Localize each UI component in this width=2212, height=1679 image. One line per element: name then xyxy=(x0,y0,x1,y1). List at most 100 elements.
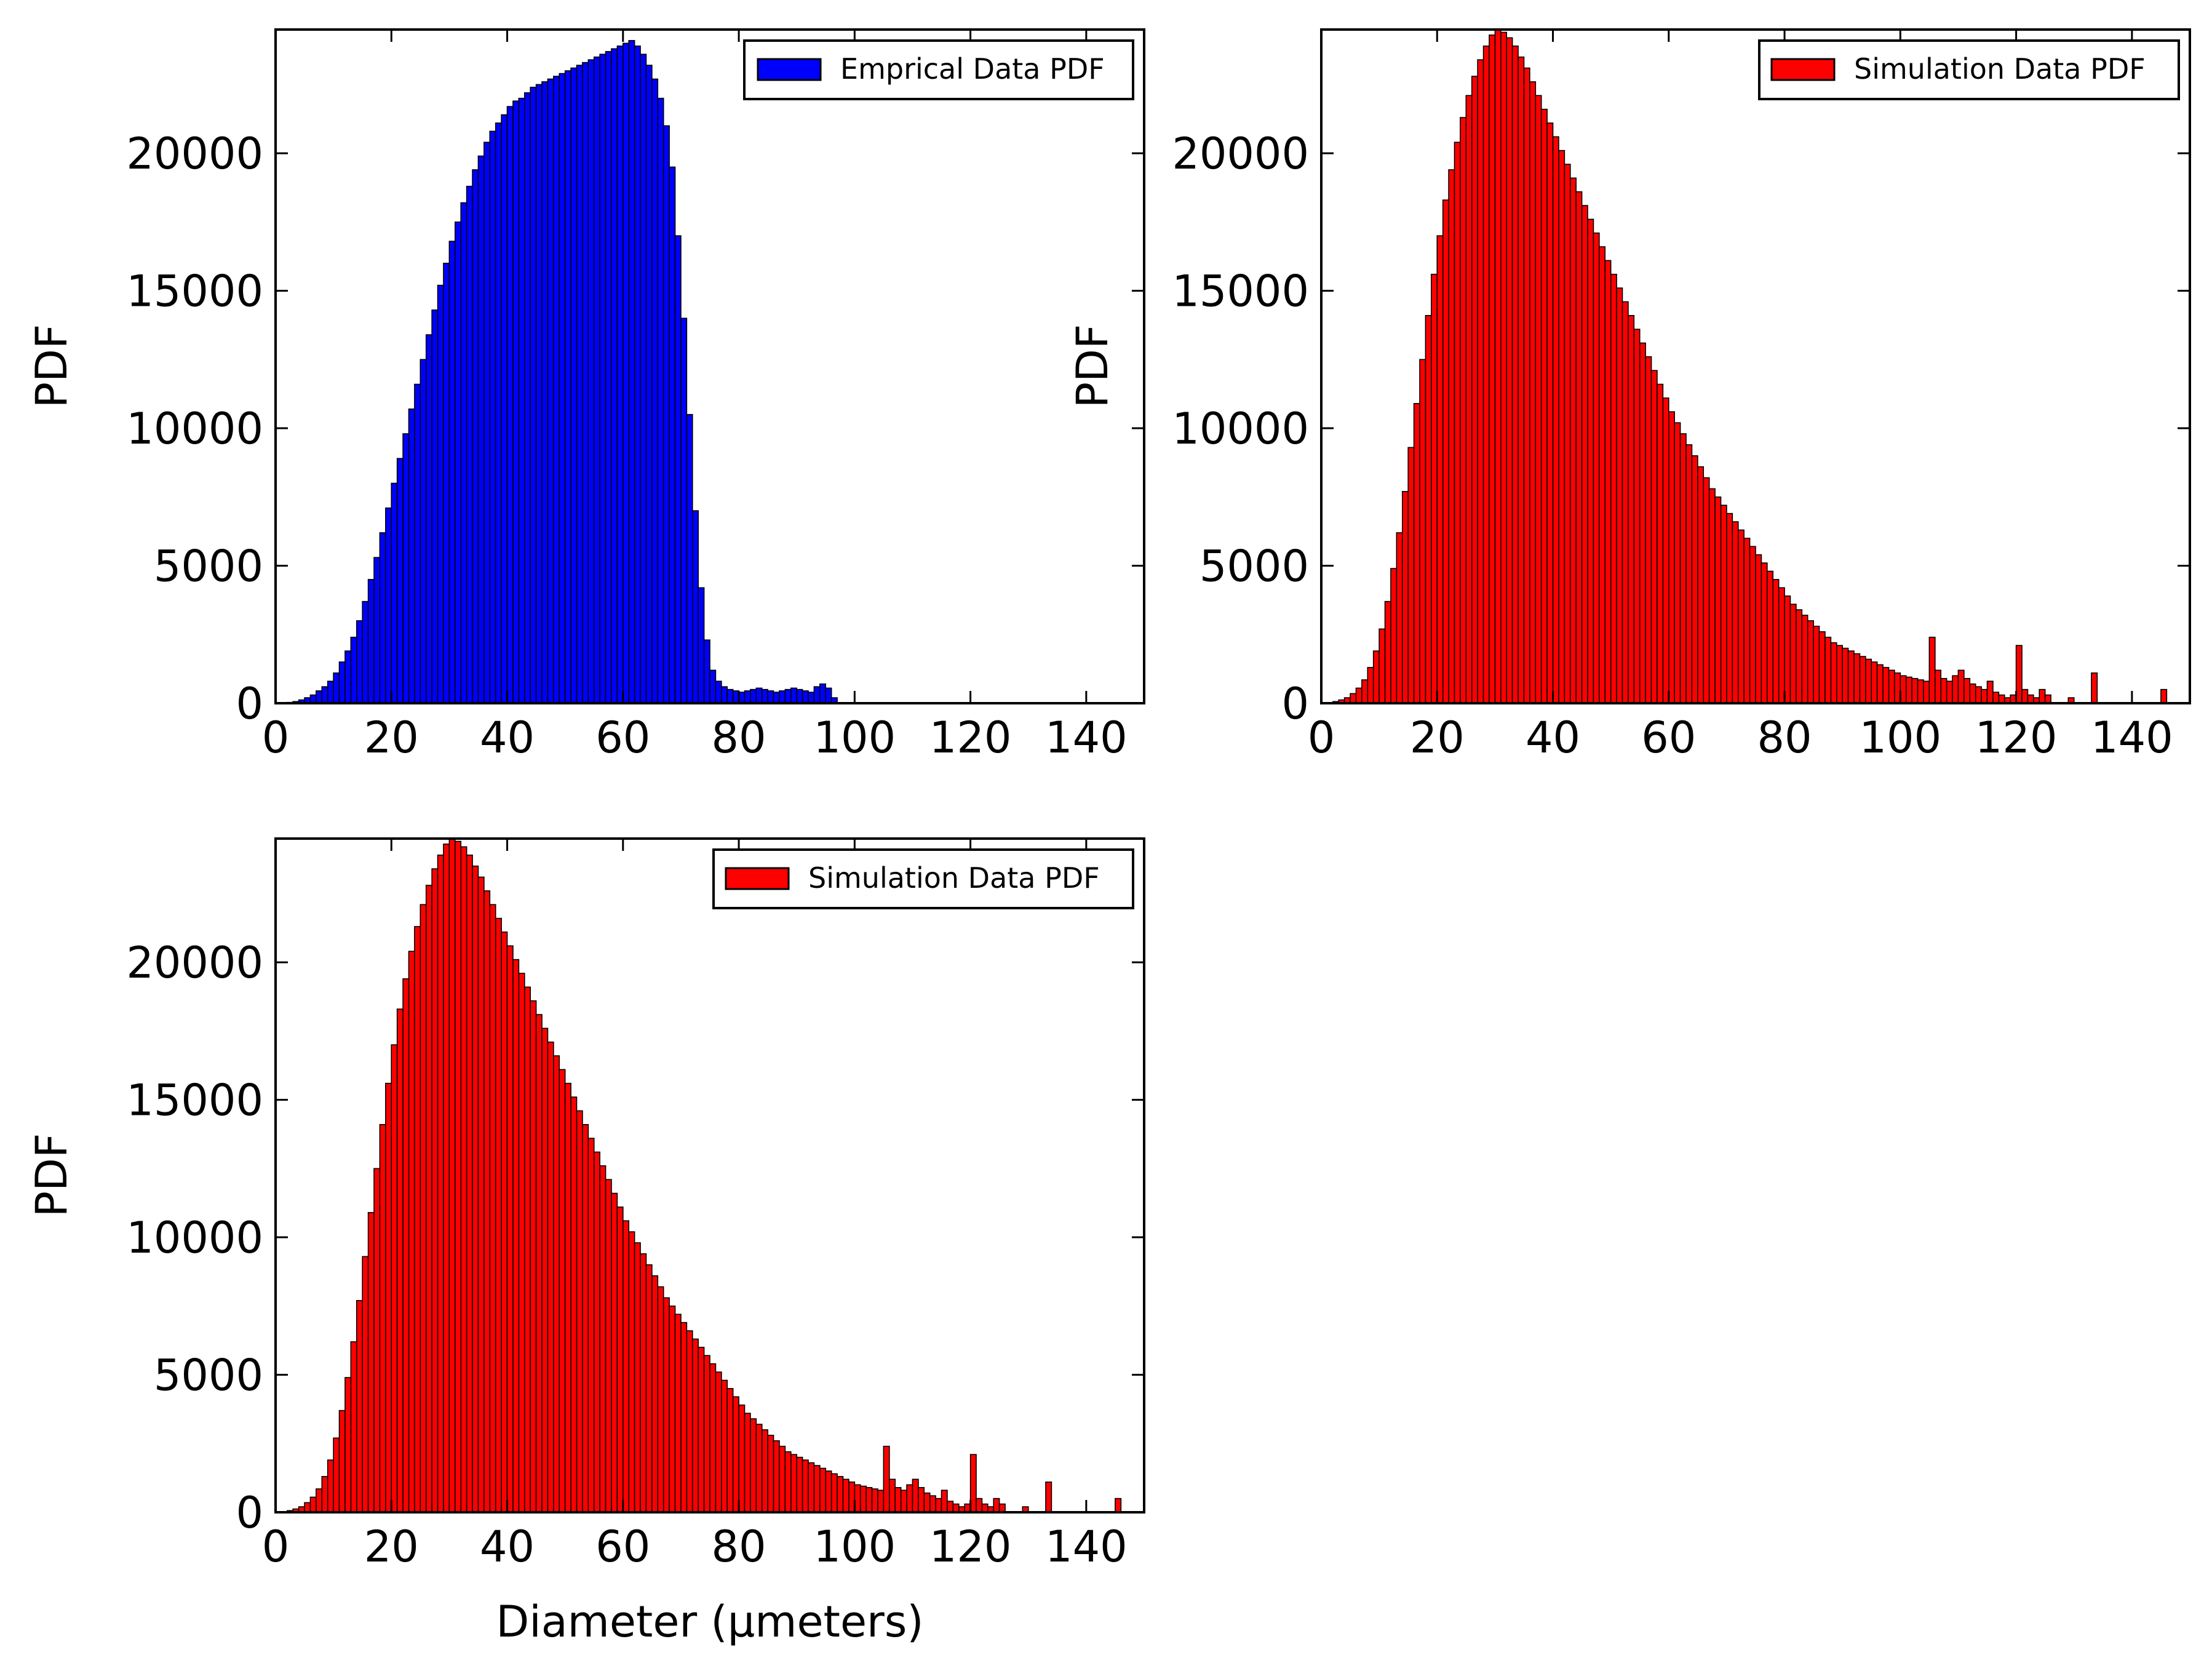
y-tick-label: 5000 xyxy=(154,1350,263,1401)
y-axis-label: PDF xyxy=(26,1133,77,1217)
legend-swatch xyxy=(1770,58,1836,81)
histogram-bar xyxy=(912,1478,919,1513)
x-tick-label: 140 xyxy=(2091,712,2173,763)
histogram-bar xyxy=(1413,403,1420,704)
histogram-bar xyxy=(304,1502,311,1513)
histogram-bar xyxy=(373,1168,381,1513)
histogram-bar xyxy=(1865,658,1872,704)
histogram-bar xyxy=(344,1377,352,1513)
histogram-bar xyxy=(918,1486,925,1513)
histogram-bar xyxy=(1818,631,1826,704)
histogram-bar xyxy=(425,334,432,704)
histogram-bar xyxy=(1546,122,1554,704)
histogram-bars xyxy=(280,40,838,704)
x-tick-label: 120 xyxy=(1975,712,2058,763)
histogram-bar xyxy=(900,1490,907,1513)
histogram-bar xyxy=(1685,444,1693,704)
histogram-bar xyxy=(1755,554,1762,704)
histogram-bar xyxy=(1749,546,1756,704)
histogram-bar xyxy=(420,359,427,704)
histogram-bar xyxy=(402,433,410,704)
histogram-bar xyxy=(535,84,543,704)
histogram-bar xyxy=(721,1379,728,1513)
x-tick-label: 120 xyxy=(929,1521,1012,1572)
histogram-bar xyxy=(559,73,566,704)
histogram-bar xyxy=(859,1485,867,1513)
plot-frame xyxy=(274,837,1145,1513)
histogram-bar xyxy=(808,1462,815,1513)
x-tick-label: 80 xyxy=(1757,712,1812,763)
histogram-bar xyxy=(477,876,485,1513)
histogram-bar xyxy=(669,166,676,704)
x-tick-label: 20 xyxy=(1410,712,1465,763)
histogram-bar xyxy=(1923,680,1930,704)
histogram-bar xyxy=(680,317,688,704)
histogram-bar xyxy=(356,1300,363,1513)
histogram-bar xyxy=(593,56,600,704)
histogram-bar xyxy=(767,1435,774,1513)
histogram-bar xyxy=(842,1478,849,1513)
histogram-bar xyxy=(1807,620,1814,704)
histogram-bar xyxy=(634,46,641,704)
histogram-bar xyxy=(1668,411,1676,704)
histogram-bar xyxy=(1628,315,1635,704)
histogram-bar xyxy=(1599,246,1606,704)
histogram-bar xyxy=(477,155,485,704)
histogram-bar xyxy=(1836,645,1844,704)
histogram-bar xyxy=(1540,108,1548,704)
histogram-bar xyxy=(889,1478,896,1513)
histogram-bar xyxy=(1871,661,1878,704)
histogram-bar xyxy=(1529,81,1537,704)
histogram-bar xyxy=(506,945,514,1513)
histogram-bar xyxy=(448,838,456,1513)
histogram-bar xyxy=(593,1151,600,1513)
histogram-bar xyxy=(1471,76,1478,704)
histogram-bar xyxy=(535,1014,543,1513)
histogram-bar xyxy=(1396,532,1403,704)
histogram-bar xyxy=(680,1322,688,1513)
histogram-bar xyxy=(813,1465,821,1513)
histogram-bar xyxy=(321,1476,328,1513)
histogram-bar xyxy=(350,636,357,704)
histogram-bar xyxy=(1500,31,1508,704)
histogram-bar xyxy=(1361,679,1369,704)
histogram-bar xyxy=(483,142,491,704)
histogram-bar xyxy=(309,694,317,704)
y-axis-label: PDF xyxy=(1067,324,1118,408)
histogram-bar xyxy=(1494,29,1502,704)
axis-ticks: 0 20 40 60 80 100 120 140 0 5000 10000 15000 20000 xyxy=(126,30,1144,763)
histogram-bar xyxy=(321,686,328,704)
histogram-bar xyxy=(547,1041,554,1513)
histogram-bar xyxy=(651,1275,659,1513)
histogram-bar xyxy=(755,687,763,704)
histogram-bar xyxy=(698,587,705,704)
histogram-bar xyxy=(1431,273,1438,704)
histogram-bar xyxy=(738,1404,746,1513)
histogram-bar xyxy=(599,54,607,704)
histogram-bar xyxy=(645,1264,653,1513)
histogram-bar xyxy=(1975,686,1982,704)
histogram-bar xyxy=(1616,287,1623,704)
histogram-bar xyxy=(338,661,346,704)
histogram-bar xyxy=(790,687,798,704)
legend: Simulation Data PDF xyxy=(1758,39,2180,100)
histogram-bar xyxy=(396,458,404,704)
histogram-bar xyxy=(2021,688,2029,704)
histogram-bar xyxy=(674,235,682,704)
histogram-bar xyxy=(744,690,751,704)
histogram-bar xyxy=(408,951,415,1513)
y-tick-label: 0 xyxy=(236,1488,263,1538)
histogram-bar xyxy=(587,59,595,704)
x-tick-label: 40 xyxy=(1526,712,1580,763)
y-tick-label: 10000 xyxy=(1172,404,1309,454)
histogram-bar xyxy=(391,1044,398,1513)
histogram-bar xyxy=(512,100,520,704)
histogram-bar xyxy=(1905,676,1912,704)
histogram-bar xyxy=(662,125,670,704)
histogram-bar xyxy=(691,1338,699,1513)
histogram-bar xyxy=(1813,626,1820,704)
legend-label: Simulation Data PDF xyxy=(808,861,1100,895)
histogram-bar xyxy=(1714,496,1722,704)
histogram-bar xyxy=(773,1440,780,1513)
